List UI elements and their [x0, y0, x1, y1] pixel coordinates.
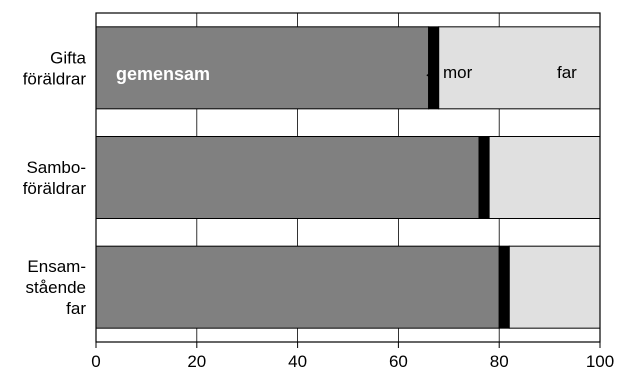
bar-1-seg-3: [438, 26, 601, 110]
bar-2-seg-1: [95, 136, 480, 219]
mor-arrow-icon: ←: [423, 63, 440, 82]
bars-group: [95, 26, 601, 329]
x-tick-label-40: 40: [288, 352, 307, 371]
x-tick-label-0: 0: [91, 352, 100, 371]
bar-3-seg-3: [508, 245, 601, 329]
category-label-line: stående: [26, 278, 87, 297]
x-tick-label-60: 60: [389, 352, 408, 371]
bar-2-seg-3: [488, 136, 601, 219]
category-label-line: Gifta: [50, 48, 86, 67]
x-axis-ticks: 0 20 40 60 80 100: [91, 342, 614, 371]
bar-3-seg-1: [95, 245, 500, 329]
category-label-line: far: [66, 299, 86, 318]
bar-3-seg-2: [498, 245, 510, 329]
category-label-line: Sambo-: [26, 158, 86, 177]
category-label-1: Gifta föräldrar: [23, 48, 87, 88]
mor-label: mor: [443, 63, 473, 82]
bar-2-seg-2: [478, 136, 490, 219]
category-label-line: föräldrar: [23, 69, 87, 88]
category-label-2: Sambo-föräldrar: [23, 158, 87, 198]
category-labels: Gifta föräldrarSambo-föräldrarEnsam-ståen…: [23, 48, 87, 318]
x-tick-label-20: 20: [187, 352, 206, 371]
category-label-line: Ensam-: [27, 257, 86, 276]
gemensam-label: gemensam: [116, 64, 210, 84]
category-label-3: Ensam-stående far: [26, 257, 87, 318]
x-tick-label-80: 80: [490, 352, 509, 371]
x-tick-label-100: 100: [586, 352, 614, 371]
category-label-line: föräldrar: [23, 179, 87, 198]
far-label: far: [557, 63, 577, 82]
plot-frame: [95, 12, 601, 343]
